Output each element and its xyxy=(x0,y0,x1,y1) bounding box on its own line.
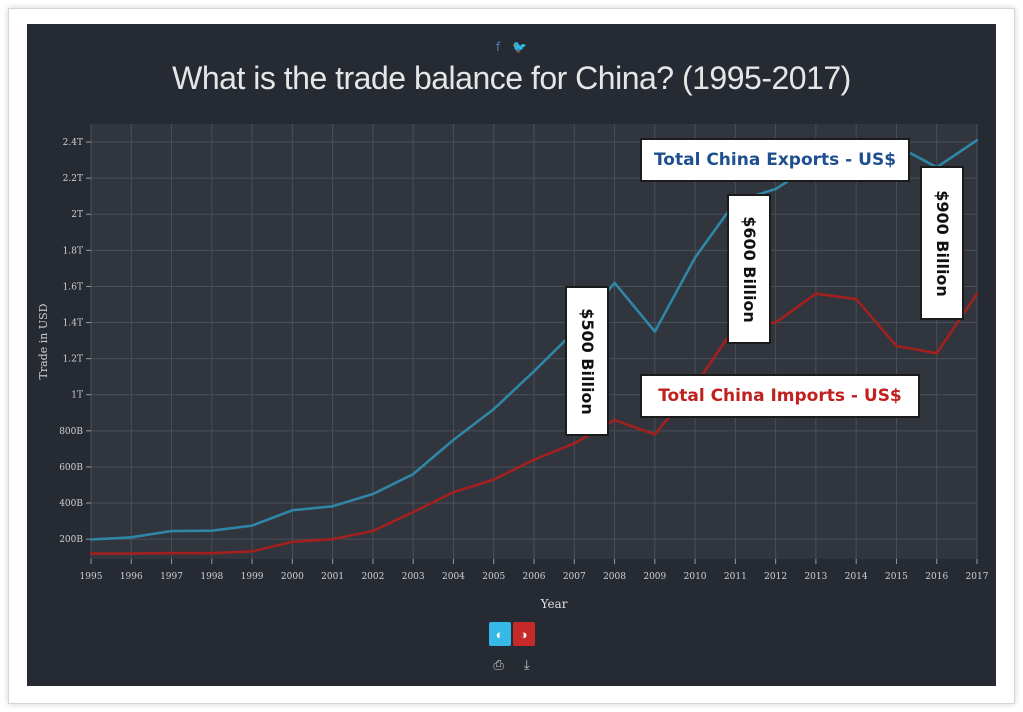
x-tick-label: 2014 xyxy=(845,572,868,582)
y-tick-label: 200B xyxy=(59,535,83,545)
data-point-imports xyxy=(452,491,455,494)
x-tick-label: 1998 xyxy=(200,572,223,582)
data-point-exports xyxy=(613,281,616,285)
data-point-imports xyxy=(935,352,938,355)
x-tick-label: 2001 xyxy=(321,572,344,582)
data-point-imports xyxy=(492,478,495,481)
exports-legend-text: Total China Exports - US$ xyxy=(653,150,897,170)
data-point-exports xyxy=(452,438,455,442)
x-tick-label: 2012 xyxy=(764,572,787,582)
y-tick-label: 1.4T xyxy=(63,319,83,329)
data-point-exports xyxy=(130,536,133,539)
data-point-exports xyxy=(89,538,93,541)
data-point-exports xyxy=(532,370,536,373)
line-chart: 200B 400B 600B 800B 1T 1.2T 1.4T 1.6T 1.8T 2T 2.2T… xyxy=(37,124,989,611)
chart-tools: ⎙ ⤓ xyxy=(27,658,996,673)
x-tick-label: 2016 xyxy=(925,572,948,582)
imports-legend-text: Total China Imports - US$ xyxy=(658,386,902,406)
data-point-imports xyxy=(895,344,898,348)
data-point-imports xyxy=(250,550,254,553)
data-point-imports xyxy=(331,537,334,541)
x-tick-label: 2009 xyxy=(643,572,666,582)
x-tick-label: 2005 xyxy=(482,572,505,582)
y-tick-label: 2T xyxy=(71,210,83,220)
imports-legend-label: Total China Imports - US$ xyxy=(640,374,920,418)
data-point-imports xyxy=(774,321,777,324)
twitter-icon[interactable]: 🐦 xyxy=(512,40,527,54)
data-point-exports xyxy=(371,492,375,496)
x-tick-label: 2017 xyxy=(966,572,989,582)
annotation-900-billion: $900 Billion xyxy=(920,166,964,320)
data-point-imports xyxy=(613,418,616,422)
x-axis-label: Year xyxy=(540,597,568,611)
y-axis-label: Trade in USD xyxy=(37,303,50,379)
data-point-imports xyxy=(371,529,375,533)
annotation-600-billion: $600 Billion xyxy=(727,194,771,344)
data-point-imports xyxy=(814,292,818,295)
x-tick-label: 1995 xyxy=(80,572,103,582)
x-tick-label: 2004 xyxy=(442,572,465,582)
x-tick-label: 2003 xyxy=(402,572,425,582)
y-tick-label: 2.4T xyxy=(63,138,83,148)
y-tick-label: 1.2T xyxy=(63,355,83,365)
x-tick-label: 1999 xyxy=(241,572,264,582)
data-point-imports xyxy=(653,433,657,436)
x-tick-label: 2002 xyxy=(361,572,384,582)
data-point-imports xyxy=(573,442,576,445)
series-toggles: ◐ ◑ xyxy=(27,622,996,650)
chart-panel: f 🐦 What is the trade balance for China?… xyxy=(27,24,996,686)
data-point-imports xyxy=(210,552,214,555)
data-point-exports xyxy=(774,187,777,191)
annotation-500-billion-text: $500 Billion xyxy=(577,307,597,415)
x-tick-label: 1997 xyxy=(160,572,183,582)
data-point-exports xyxy=(975,139,979,142)
x-tick-label: 2007 xyxy=(563,572,586,582)
annotation-500-billion: $500 Billion xyxy=(565,286,609,436)
annotation-900-billion-text: $900 Billion xyxy=(932,189,952,297)
data-point-imports xyxy=(89,552,93,555)
data-point-exports xyxy=(331,505,334,508)
y-tick-label: 1.8T xyxy=(63,246,83,256)
exports-legend-label: Total China Exports - US$ xyxy=(640,138,910,182)
data-point-exports xyxy=(653,330,657,333)
x-tick-label: 2010 xyxy=(684,572,707,582)
y-tick-label: 400B xyxy=(59,499,83,509)
x-tick-label: 2008 xyxy=(603,572,626,582)
data-point-imports xyxy=(130,552,133,555)
series-toggle-1-circle-toggle-icon[interactable]: ◐ xyxy=(488,622,511,646)
data-point-imports xyxy=(170,551,173,555)
data-point-imports xyxy=(854,297,858,301)
data-point-imports xyxy=(411,510,415,514)
y-tick-label: 800B xyxy=(59,427,83,437)
social-links: f 🐦 xyxy=(27,40,996,54)
data-point-imports xyxy=(975,292,979,295)
series-toggle-2-circle-toggle-icon[interactable]: ◑ xyxy=(512,622,535,646)
annotation-600-billion-text: $600 Billion xyxy=(739,215,759,323)
x-tick-label: 2011 xyxy=(724,572,747,582)
y-tick-label: 1.6T xyxy=(63,282,83,292)
x-tick-label: 2013 xyxy=(804,572,827,582)
data-point-exports xyxy=(210,529,214,532)
x-tick-label: 2000 xyxy=(281,572,304,582)
share-icon[interactable]: ⎙ xyxy=(493,658,504,673)
data-point-imports xyxy=(532,458,536,461)
x-tick-label: 2006 xyxy=(523,572,546,582)
chart-title: What is the trade balance for China? (19… xyxy=(172,60,851,96)
x-tick-label: 1996 xyxy=(120,572,143,582)
facebook-icon[interactable]: f xyxy=(495,40,501,54)
data-point-exports xyxy=(492,407,495,411)
data-point-exports xyxy=(170,529,173,533)
data-point-exports xyxy=(291,509,294,512)
data-point-imports xyxy=(291,540,294,544)
x-tick-label: 2015 xyxy=(885,572,908,582)
download-icon[interactable]: ⤓ xyxy=(523,658,530,673)
data-point-exports xyxy=(411,472,415,476)
y-tick-label: 2.2T xyxy=(63,174,83,184)
y-tick-label: 1T xyxy=(71,391,83,401)
data-point-exports xyxy=(693,256,697,259)
y-tick-label: 600B xyxy=(59,463,83,473)
data-point-exports xyxy=(250,524,254,527)
